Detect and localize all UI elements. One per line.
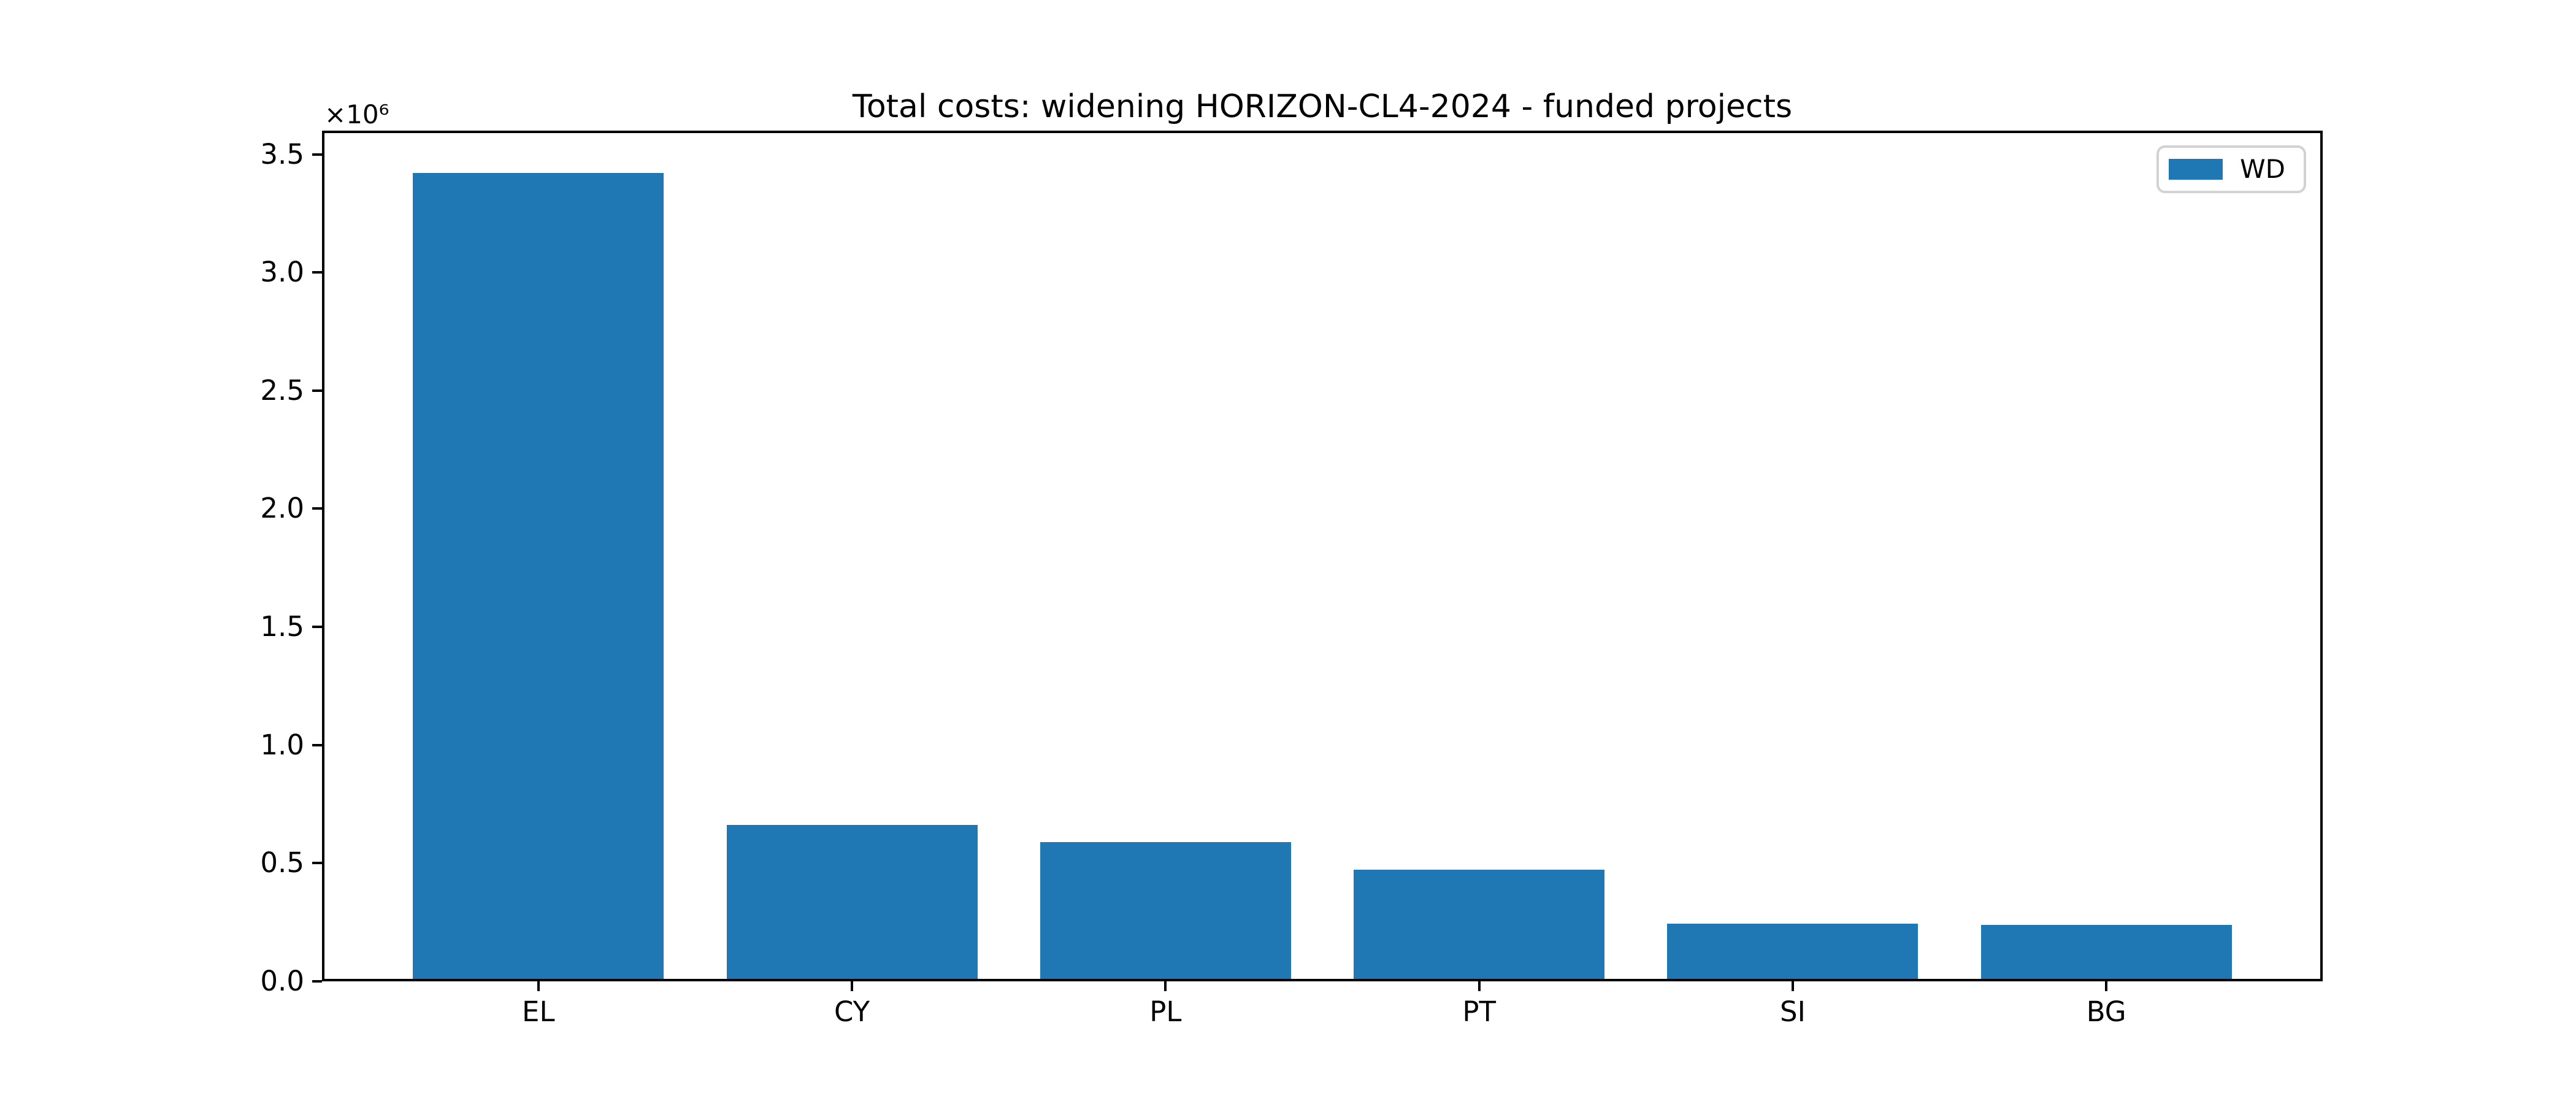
y-tick-label-0.5: 0.5 bbox=[260, 846, 304, 880]
x-tick-label-CY: CY bbox=[834, 995, 870, 1028]
plot-area: WD bbox=[322, 131, 2323, 981]
x-tick bbox=[1164, 981, 1167, 991]
x-tick-label-PT: PT bbox=[1462, 995, 1496, 1028]
legend-label-wd: WD bbox=[2240, 154, 2285, 184]
x-tick-label-PL: PL bbox=[1149, 995, 1182, 1028]
x-tick bbox=[2105, 981, 2108, 991]
legend: WD bbox=[2156, 145, 2306, 193]
y-tick-label-3.0: 3.0 bbox=[260, 256, 304, 289]
y-tick-label-1.0: 1.0 bbox=[260, 728, 304, 761]
x-tick bbox=[537, 981, 540, 991]
bar-EL bbox=[413, 173, 664, 981]
chart-title: Total costs: widening HORIZON-CL4-2024 -… bbox=[852, 88, 1793, 125]
x-tick bbox=[1478, 981, 1481, 991]
y-tick bbox=[312, 743, 322, 746]
x-tick bbox=[851, 981, 854, 991]
y-axis-offset-label: ×10⁶ bbox=[324, 99, 389, 129]
y-tick-label-2.0: 2.0 bbox=[260, 492, 304, 525]
y-tick-label-3.5: 3.5 bbox=[260, 137, 304, 171]
y-tick-label-2.5: 2.5 bbox=[260, 374, 304, 407]
bar-BG bbox=[1980, 925, 2232, 981]
legend-swatch-wd bbox=[2169, 159, 2223, 180]
x-tick-label-SI: SI bbox=[1780, 995, 1806, 1028]
y-tick bbox=[312, 862, 322, 865]
y-tick bbox=[312, 980, 322, 983]
y-tick-label-1.5: 1.5 bbox=[260, 610, 304, 643]
bar-SI bbox=[1667, 923, 1919, 981]
bar-CY bbox=[726, 824, 978, 981]
bar-PT bbox=[1354, 869, 1605, 981]
y-tick-label-0.0: 0.0 bbox=[260, 965, 304, 997]
x-tick-label-BG: BG bbox=[2086, 995, 2126, 1028]
y-tick bbox=[312, 153, 322, 156]
x-tick-label-EL: EL bbox=[522, 995, 555, 1028]
y-tick bbox=[312, 389, 322, 392]
bar-PL bbox=[1040, 841, 1291, 981]
y-tick bbox=[312, 507, 322, 510]
y-tick bbox=[312, 626, 322, 629]
y-tick bbox=[312, 271, 322, 274]
x-tick bbox=[1791, 981, 1794, 991]
